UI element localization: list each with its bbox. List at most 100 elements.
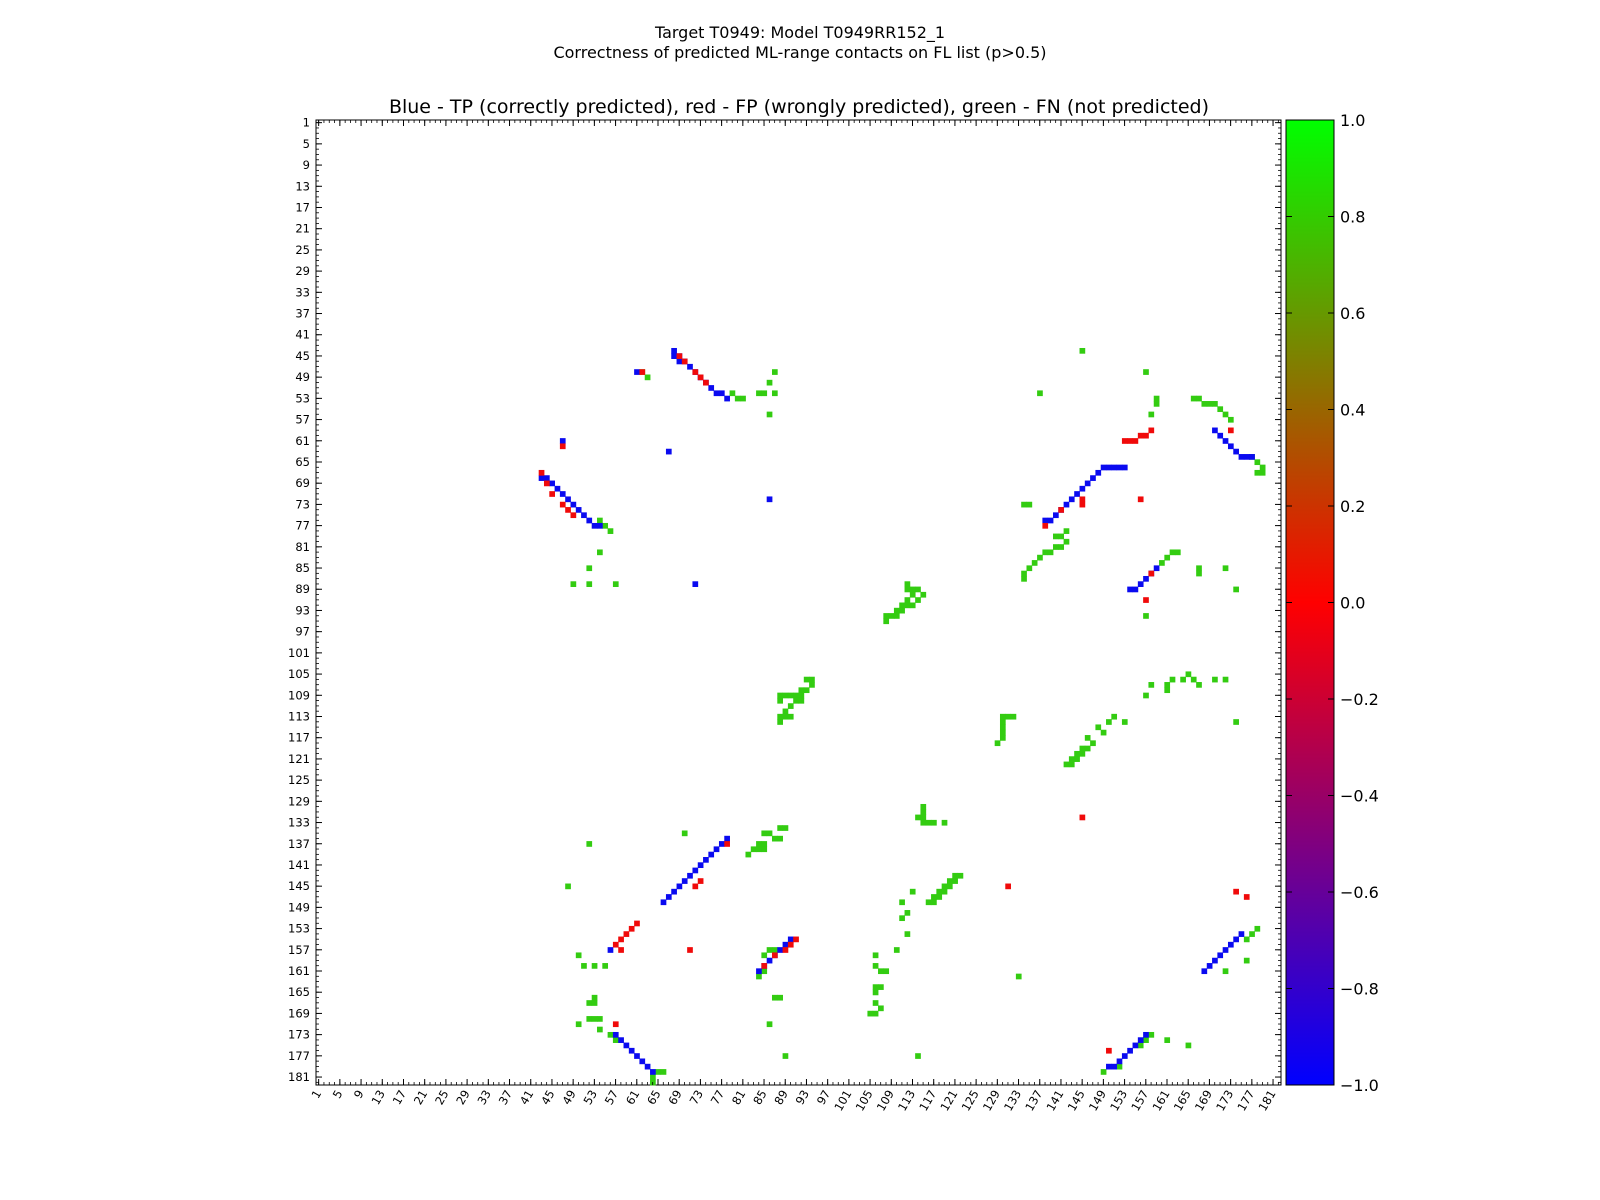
fn-contact-cell — [1190, 676, 1197, 683]
fp-contact-cell — [1233, 888, 1239, 895]
colorbar-tick-label: −0.6 — [1340, 883, 1379, 902]
fn-contact-cell — [904, 931, 911, 937]
colorbar-tick-label: 0.2 — [1340, 497, 1365, 516]
fn-contact-cell — [1259, 469, 1266, 476]
tp-contact-cell — [1042, 517, 1049, 524]
fp-contact-cell — [543, 480, 550, 487]
fp-contact-cell — [1243, 894, 1250, 900]
tp-contact-cell — [676, 883, 683, 890]
tp-contact-cell — [1153, 565, 1160, 572]
y-tick-label: 49 — [295, 370, 310, 384]
tp-contact-cell — [1132, 1042, 1139, 1049]
fn-contact-cell — [1254, 469, 1261, 476]
fn-contact-cell — [920, 819, 927, 826]
fn-contact-cell — [893, 607, 900, 614]
fn-contact-cell — [591, 994, 598, 1001]
fn-contact-cell — [1185, 1042, 1192, 1049]
fp-contact-cell — [1143, 597, 1149, 603]
fn-contact-cell — [803, 687, 810, 694]
fn-contact-cell — [750, 846, 757, 853]
y-tick-label: 181 — [288, 1070, 310, 1084]
x-tick-label: 117 — [916, 1088, 939, 1114]
fn-contact-cell — [575, 1021, 582, 1028]
fn-contact-cell — [899, 607, 905, 614]
fp-contact-cell — [687, 947, 693, 953]
tp-contact-cell — [559, 438, 566, 444]
tp-contact-cell — [671, 347, 677, 354]
fn-contact-cell — [602, 963, 609, 969]
x-tick-label: 153 — [1107, 1088, 1130, 1114]
fn-contact-cell — [1053, 533, 1059, 540]
fn-contact-cell — [920, 809, 927, 815]
fn-contact-cell — [644, 374, 651, 381]
y-tick-label: 177 — [288, 1049, 310, 1063]
tp-contact-cell — [1233, 936, 1239, 943]
y-tick-label: 145 — [288, 879, 310, 893]
fn-contact-cell — [777, 692, 783, 699]
fn-contact-cell — [1169, 549, 1176, 556]
fn-contact-cell — [655, 1069, 662, 1075]
fn-contact-cell — [771, 390, 778, 397]
fp-contact-cell — [559, 443, 566, 450]
fn-contact-cell — [1185, 671, 1192, 678]
colorbar-tick-label: −0.2 — [1340, 690, 1379, 709]
fn-contact-cell — [1015, 973, 1022, 980]
fn-contact-cell — [771, 947, 778, 953]
tp-contact-cell — [612, 1031, 619, 1038]
x-tick-label: 41 — [517, 1088, 536, 1108]
tp-contact-cell — [1238, 454, 1245, 460]
fn-contact-cell — [745, 851, 752, 858]
y-tick-label: 45 — [295, 349, 310, 363]
fn-contact-cell — [1053, 544, 1059, 550]
fn-contact-cell — [660, 1069, 667, 1075]
fn-contact-cell — [597, 517, 603, 524]
fn-contact-cell — [904, 910, 911, 916]
colorbar-tick-label: 0.0 — [1340, 594, 1365, 613]
fn-contact-cell — [756, 390, 762, 397]
fn-contact-cell — [1068, 756, 1075, 762]
fn-contact-cell — [777, 994, 783, 1001]
fp-contact-cell — [1132, 438, 1139, 444]
fn-contact-cell — [941, 888, 948, 895]
fn-contact-cell — [994, 740, 1001, 747]
fn-contact-cell — [925, 899, 932, 906]
x-tick-label: 81 — [729, 1088, 748, 1108]
tp-contact-cell — [777, 947, 783, 953]
fn-contact-cell — [809, 676, 815, 683]
fn-contact-cell — [1121, 719, 1128, 725]
x-tick-label: 125 — [959, 1088, 982, 1114]
colorbar-tick-label: −1.0 — [1340, 1076, 1379, 1095]
fn-contact-cell — [1143, 613, 1149, 619]
fp-contact-cell — [771, 952, 778, 959]
fn-contact-cell — [1196, 570, 1202, 577]
colorbar-tick-label: −0.4 — [1340, 787, 1379, 806]
tp-contact-cell — [1143, 1031, 1149, 1038]
fn-contact-cell — [920, 803, 927, 810]
fn-contact-cell — [909, 602, 916, 609]
tp-contact-cell — [1121, 1053, 1128, 1059]
fn-contact-cell — [1106, 719, 1112, 725]
tp-contact-cell — [1063, 501, 1070, 508]
fp-contact-cell — [697, 374, 704, 381]
x-tick-label: 29 — [453, 1088, 472, 1108]
y-tick-label: 141 — [288, 858, 310, 872]
y-axis: 1 5 9 13 17 21 25 29 33 37 41 45 49 53 57 61 65 69 73 77 81 8… — [288, 116, 1281, 1084]
x-tick-label: 69 — [665, 1088, 684, 1108]
tp-contact-cell — [703, 857, 709, 863]
tp-contact-cell — [692, 867, 699, 874]
x-tick-label: 5 — [330, 1088, 346, 1101]
fn-contact-cell — [1037, 554, 1043, 561]
fn-contact-cell — [1174, 549, 1181, 556]
y-tick-label: 129 — [288, 794, 310, 808]
fn-contact-cell — [650, 1074, 656, 1081]
y-tick-label: 21 — [295, 222, 310, 236]
tp-contact-cell — [628, 1047, 635, 1054]
fp-contact-cell — [559, 501, 566, 508]
plot-title: Blue - TP (correctly predicted), red - F… — [389, 96, 1209, 118]
fn-contact-cell — [793, 692, 799, 699]
fn-contact-cell — [904, 602, 911, 609]
fp-contact-cell — [1079, 496, 1086, 503]
x-tick-label: 149 — [1086, 1088, 1109, 1114]
fn-contact-cell — [936, 894, 943, 900]
x-tick-label: 173 — [1213, 1088, 1236, 1114]
